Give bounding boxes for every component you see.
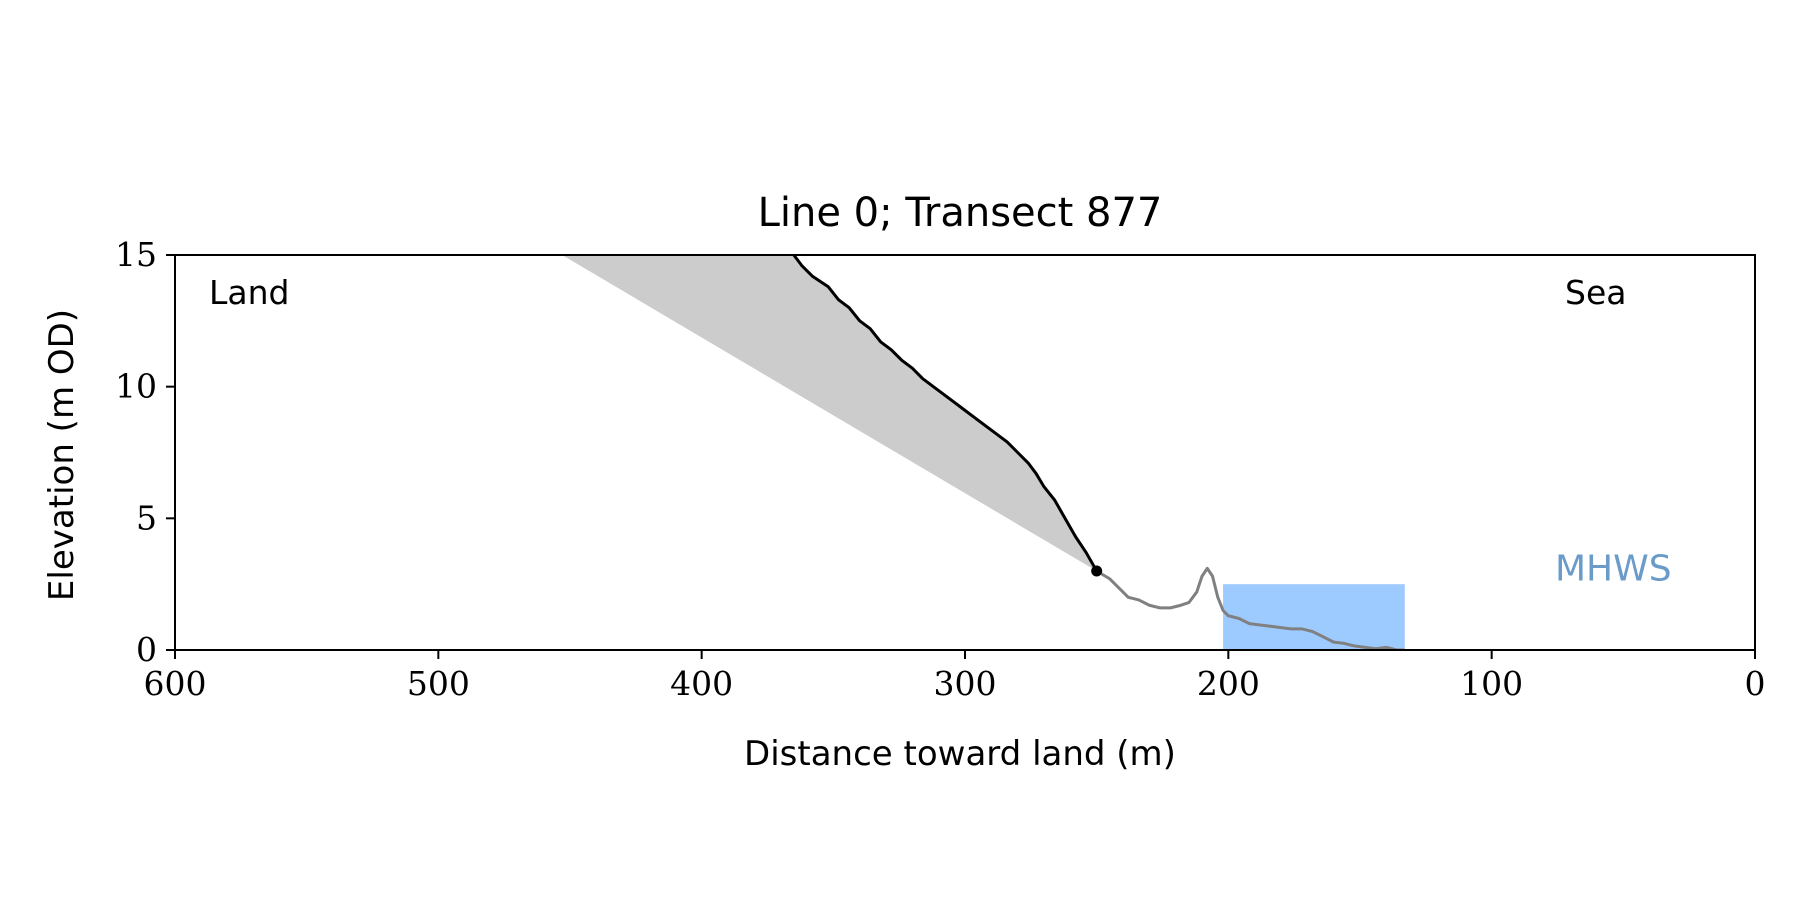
y-tick-label: 0 <box>136 630 157 669</box>
land-annotation: Land <box>209 273 289 312</box>
x-tick-label: 300 <box>934 664 997 703</box>
plot-area: 600 500 400 300 200 100 0 0 5 10 15 Land Sea MHWS <box>115 235 1766 703</box>
cliff-toe-point <box>1091 565 1103 577</box>
x-tick-label: 600 <box>144 664 207 703</box>
mhws-water-fill <box>1223 584 1405 650</box>
x-tick-label: 200 <box>1197 664 1260 703</box>
erosion-wedge-fill <box>562 255 1097 571</box>
x-tick-label: 400 <box>670 664 733 703</box>
cliff-profile-line <box>792 255 1098 572</box>
sea-annotation: Sea <box>1565 273 1626 312</box>
y-tick-label: 10 <box>115 367 157 406</box>
chart-title: Line 0; Transect 877 <box>758 190 1163 236</box>
x-axis-label: Distance toward land (m) <box>744 734 1176 774</box>
y-axis-label: Elevation (m OD) <box>42 309 82 601</box>
x-tick-label: 500 <box>407 664 470 703</box>
y-tick-label: 15 <box>115 235 157 274</box>
y-tick-label: 5 <box>136 498 157 537</box>
mhws-annotation: MHWS <box>1555 548 1672 589</box>
x-tick-label: 0 <box>1745 664 1766 703</box>
x-tick-label: 100 <box>1460 664 1523 703</box>
foreshore-profile-line <box>1095 566 1405 650</box>
